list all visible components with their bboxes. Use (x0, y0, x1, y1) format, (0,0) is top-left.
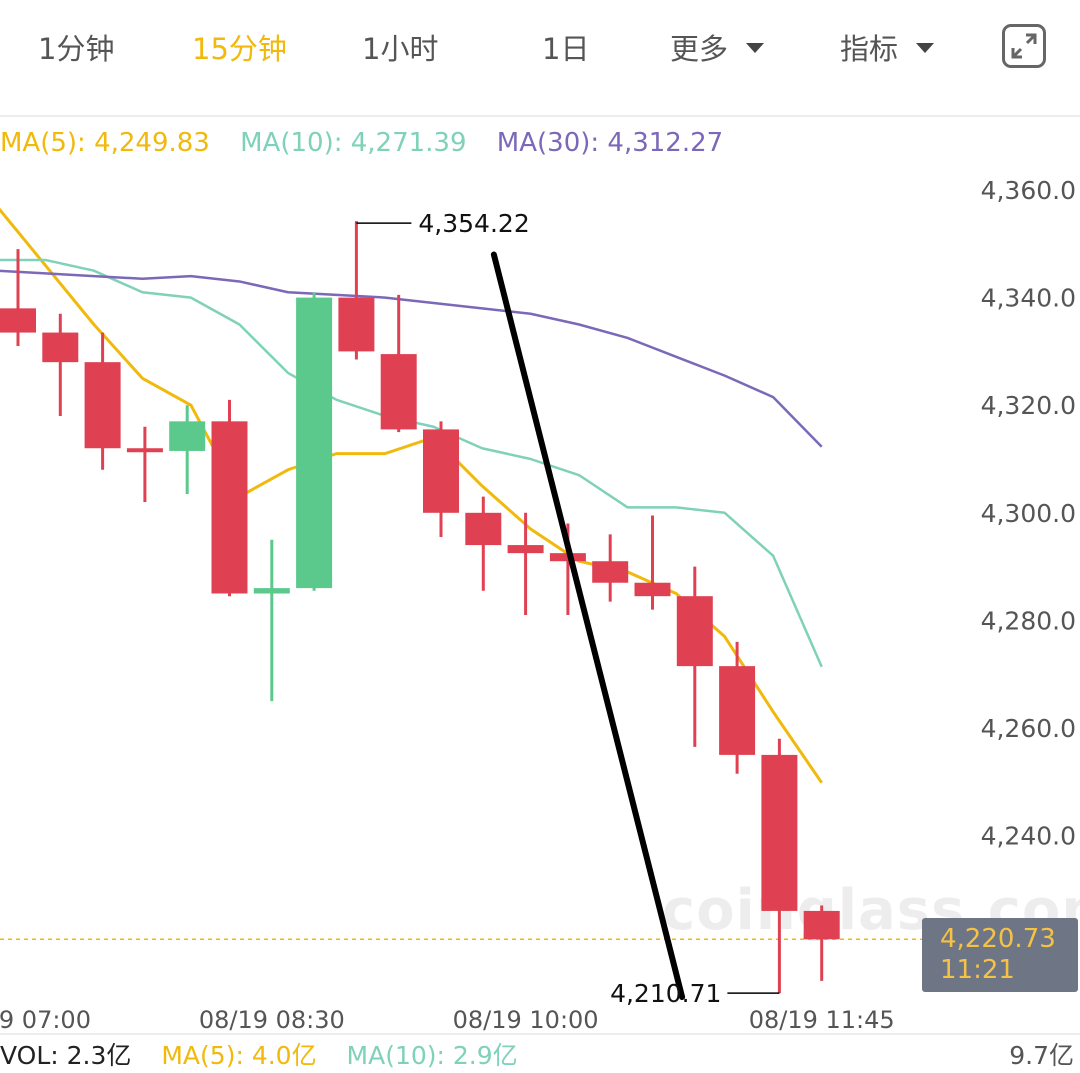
candle-body (465, 512, 502, 546)
x-tick-label: 08/19 08:30 (199, 1006, 345, 1034)
tab-15min[interactable]: 15分钟 (192, 32, 287, 66)
candle-body (803, 910, 840, 940)
more-label: 更多 (670, 32, 729, 66)
interval-toolbar: 1分钟 15分钟 1小时 1日 更多 指标 (0, 0, 1080, 100)
current-price-badge: 4,220.73 11:21 (922, 918, 1078, 992)
candle-body (507, 545, 544, 554)
ma10-legend: MA(10): 4,271.39 (240, 128, 467, 158)
candle-body (0, 308, 36, 333)
ma-line-ma5 (0, 207, 823, 784)
trend-line (490, 251, 686, 1000)
tab-1day[interactable]: 1日 (542, 32, 590, 66)
candle-body (380, 354, 417, 430)
candle-body (253, 588, 290, 594)
expand-icon (1011, 33, 1037, 59)
candle-body (423, 429, 459, 513)
high-price-label: 4,354.22 (418, 209, 529, 238)
candle-body (719, 666, 756, 755)
volume-max-label: 9.7亿 (1009, 1041, 1074, 1070)
y-tick-label: 4,320.0 (981, 391, 1076, 420)
indicators-dropdown[interactable]: 指标 (840, 26, 935, 68)
y-tick-label: 4,340.0 (981, 284, 1076, 313)
vol-ma10: MA(10): 2.9亿 (346, 1041, 518, 1070)
expand-button[interactable] (1002, 24, 1046, 68)
vol-ma5: MA(5): 4.0亿 (161, 1041, 317, 1070)
chevron-down-icon (916, 43, 935, 53)
tab-1min[interactable]: 1分钟 (38, 32, 115, 66)
candle-body (676, 596, 713, 667)
candle-body (592, 561, 629, 583)
candle-body (126, 448, 163, 453)
current-price-time: 11:21 (940, 955, 1015, 985)
candle-body (42, 332, 79, 363)
ma-line-ma30 (0, 269, 823, 448)
low-price-label: 4,210.71 (610, 979, 721, 1008)
candle-body (169, 421, 206, 451)
ma30-legend: MA(30): 4,312.27 (496, 128, 724, 158)
candle-body (338, 297, 375, 352)
vol-value: VOL: 2.3亿 (0, 1041, 132, 1070)
candle-body (296, 297, 333, 589)
indicators-label: 指标 (840, 32, 899, 66)
x-tick-label: 08/19 11:45 (749, 1006, 895, 1034)
chevron-down-icon (746, 43, 765, 53)
y-tick-label: 4,360.0 (981, 176, 1076, 205)
candle-body (634, 582, 671, 597)
current-price-value: 4,220.73 (940, 924, 1056, 954)
volume-legend: VOL: 2.3亿 MA(5): 4.0亿 MA(10): 2.9亿 (0, 1036, 540, 1072)
tab-1hour[interactable]: 1小时 (362, 32, 439, 66)
toolbar-divider (0, 115, 1080, 117)
candle-body (761, 754, 798, 911)
more-dropdown[interactable]: 更多 (670, 26, 765, 68)
ma5-legend: MA(5): 4,249.83 (0, 128, 210, 158)
y-tick-label: 4,240.0 (981, 822, 1076, 851)
ma-legend: MA(5): 4,249.83 MA(10): 4,271.39 MA(30):… (0, 128, 745, 158)
candle-body (84, 362, 121, 449)
candle-body (211, 421, 248, 594)
y-tick-label: 4,260.0 (981, 714, 1076, 743)
x-tick-label: 08/19 10:00 (453, 1006, 599, 1034)
y-tick-label: 4,300.0 (981, 499, 1076, 528)
x-tick-label: 08/19 07:00 (0, 1006, 91, 1034)
y-tick-label: 4,280.0 (981, 606, 1076, 635)
